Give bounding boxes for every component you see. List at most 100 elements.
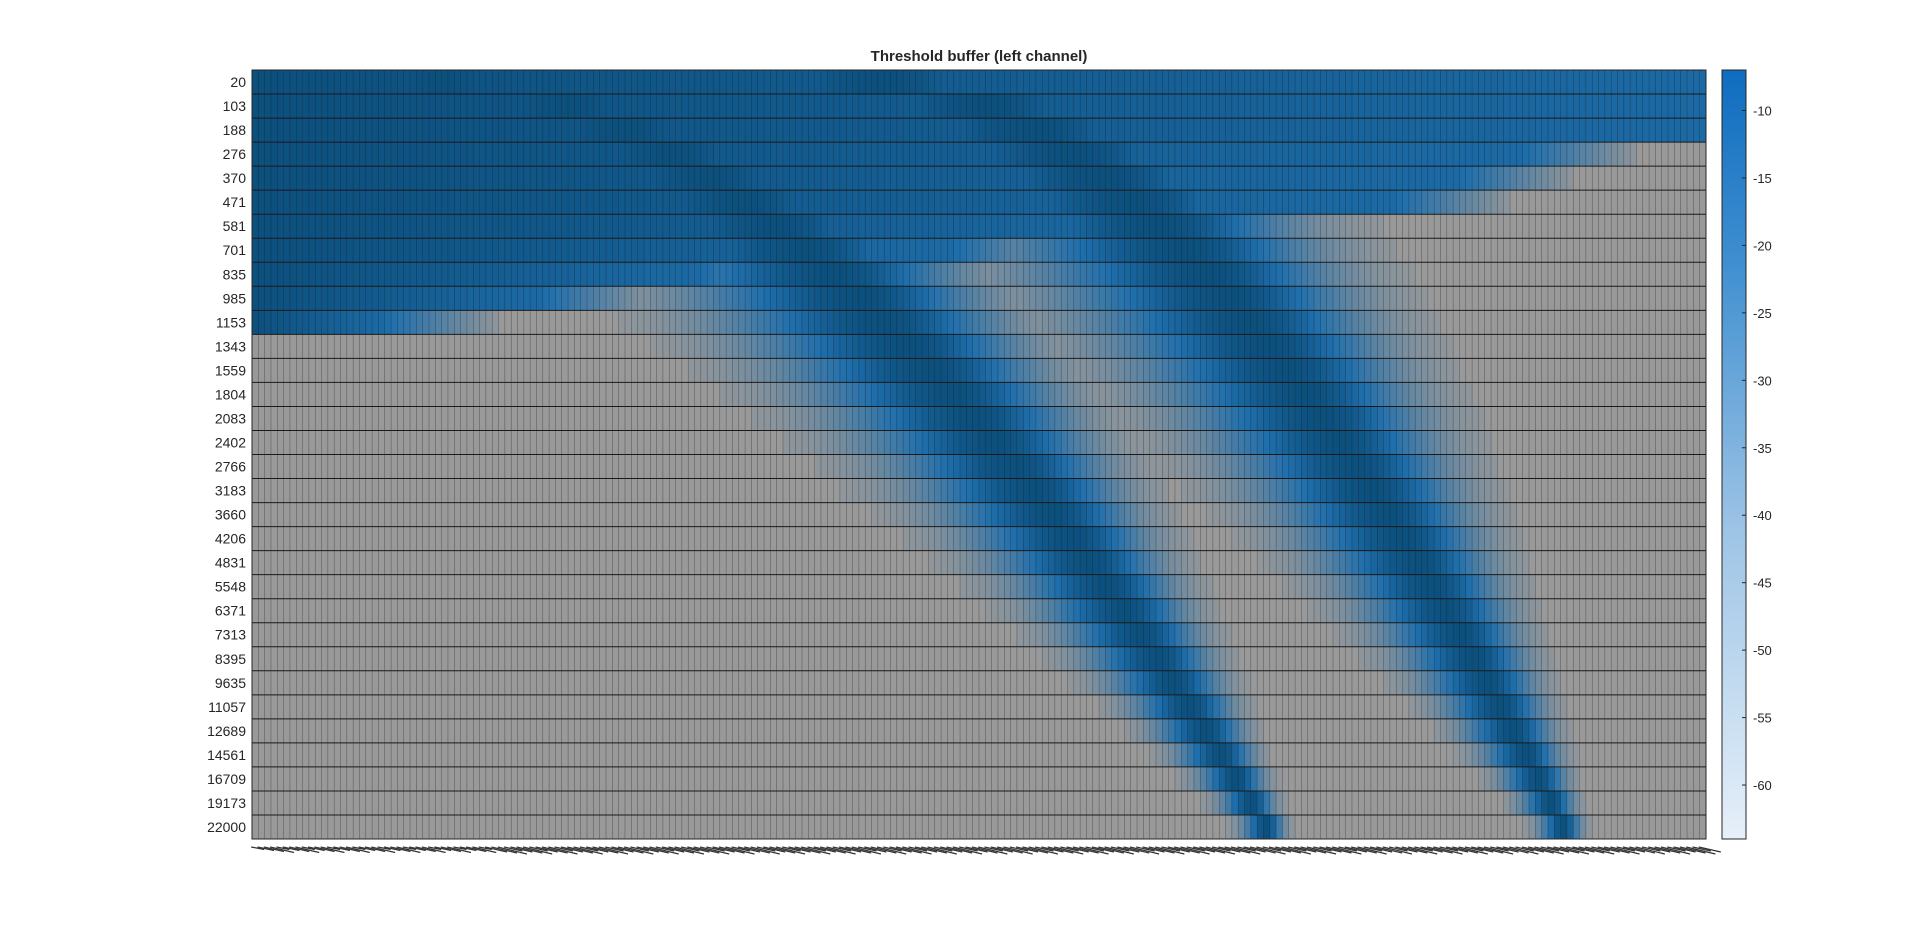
heatmap-cell <box>530 190 537 215</box>
heatmap-cell <box>801 550 809 575</box>
heatmap-cell <box>1566 214 1574 239</box>
heatmap-cell <box>745 382 752 407</box>
heatmap-cell <box>587 358 594 383</box>
heatmap-cell <box>1661 382 1669 407</box>
heatmap-cell <box>378 238 386 263</box>
heatmap-cell <box>1566 526 1574 551</box>
heatmap-cell <box>1174 214 1182 239</box>
heatmap-cell <box>1472 214 1479 239</box>
heatmap-cell <box>1073 526 1081 551</box>
heatmap-cell <box>391 238 398 263</box>
heatmap-cell <box>511 142 518 167</box>
heatmap-cell <box>877 286 885 311</box>
heatmap-cell <box>460 286 468 311</box>
heatmap-cell <box>384 526 392 551</box>
heatmap-cell <box>1674 70 1682 95</box>
heatmap-cell <box>846 574 853 599</box>
heatmap-cell <box>460 550 468 575</box>
heatmap-cell <box>1636 94 1644 119</box>
heatmap-cell <box>410 286 417 311</box>
heatmap-cell <box>745 262 752 287</box>
heatmap-cell <box>378 142 386 167</box>
heatmap-cell <box>574 550 582 575</box>
heatmap-cell <box>1440 142 1448 167</box>
heatmap-cell <box>1162 430 1169 455</box>
heatmap-cell <box>624 118 632 143</box>
heatmap-cell <box>903 190 910 215</box>
heatmap-cell <box>1225 334 1233 359</box>
heatmap-cell <box>1231 190 1239 215</box>
heatmap-cell <box>707 166 714 191</box>
heatmap-cell <box>1592 334 1599 359</box>
heatmap-cell <box>1585 310 1593 335</box>
heatmap-cell <box>1465 262 1473 287</box>
heatmap-cell <box>1054 502 1062 527</box>
heatmap-cell <box>814 166 822 191</box>
heatmap-cell <box>1282 286 1290 311</box>
heatmap-cell <box>289 550 297 575</box>
heatmap-cell <box>985 550 992 575</box>
heatmap-cell <box>511 478 518 503</box>
heatmap-cell <box>928 94 936 119</box>
heatmap-cell <box>1434 478 1441 503</box>
heatmap-cell <box>289 310 297 335</box>
heatmap-cell <box>618 574 626 599</box>
heatmap-cell <box>675 502 683 527</box>
heatmap-cell <box>1630 406 1637 431</box>
heatmap-cell <box>517 382 525 407</box>
heatmap-cell <box>738 310 746 335</box>
heatmap-cell <box>340 478 348 503</box>
heatmap-cell <box>764 262 771 287</box>
heatmap-cell <box>877 430 885 455</box>
heatmap-cell <box>795 430 803 455</box>
heatmap-cell <box>922 502 929 527</box>
heatmap-cell <box>1687 478 1694 503</box>
heatmap-cell <box>378 406 386 431</box>
heatmap-cell <box>1187 262 1195 287</box>
heatmap-cell <box>1478 70 1486 95</box>
heatmap-cell <box>1592 262 1599 287</box>
heatmap-cell <box>1174 286 1182 311</box>
heatmap-cell <box>1130 502 1138 527</box>
heatmap-cell <box>1149 142 1157 167</box>
heatmap-cell <box>1029 550 1037 575</box>
heatmap-cell <box>606 358 613 383</box>
heatmap-cell <box>934 286 942 311</box>
heatmap-cell <box>1193 574 1201 599</box>
heatmap-cell <box>353 574 360 599</box>
heatmap-cell <box>947 454 955 479</box>
heatmap-cell <box>1320 334 1327 359</box>
heatmap-cell <box>1263 574 1271 599</box>
heatmap-cell <box>1048 478 1056 503</box>
heatmap-cell <box>751 358 759 383</box>
heatmap-cell <box>391 214 398 239</box>
heatmap-cell <box>1333 430 1340 455</box>
heatmap-cell <box>1453 382 1460 407</box>
heatmap-cell <box>485 238 493 263</box>
heatmap-cell <box>473 142 480 167</box>
heatmap-cell <box>1377 262 1384 287</box>
heatmap-cell <box>1636 430 1644 455</box>
heatmap-cell <box>1364 550 1372 575</box>
heatmap-cell <box>1257 286 1264 311</box>
heatmap-cell <box>1238 478 1245 503</box>
heatmap-cell <box>599 70 607 95</box>
heatmap-cell <box>1181 238 1188 263</box>
heatmap-cell <box>523 430 531 455</box>
heatmap-cell <box>688 502 695 527</box>
heatmap-cell <box>1358 406 1365 431</box>
heatmap-cell <box>890 262 898 287</box>
heatmap-cell <box>1238 94 1245 119</box>
heatmap-cell <box>568 118 575 143</box>
heatmap-cell <box>795 358 803 383</box>
heatmap-cell <box>637 550 645 575</box>
heatmap-cell <box>353 430 360 455</box>
heatmap-cell <box>726 310 733 335</box>
heatmap-cell <box>1086 70 1094 95</box>
heatmap-cell <box>321 118 329 143</box>
heatmap-cell <box>820 382 828 407</box>
heatmap-cell <box>1099 550 1106 575</box>
heatmap-cell <box>656 214 664 239</box>
heatmap-cell <box>757 502 765 527</box>
heatmap-cell <box>1035 574 1043 599</box>
